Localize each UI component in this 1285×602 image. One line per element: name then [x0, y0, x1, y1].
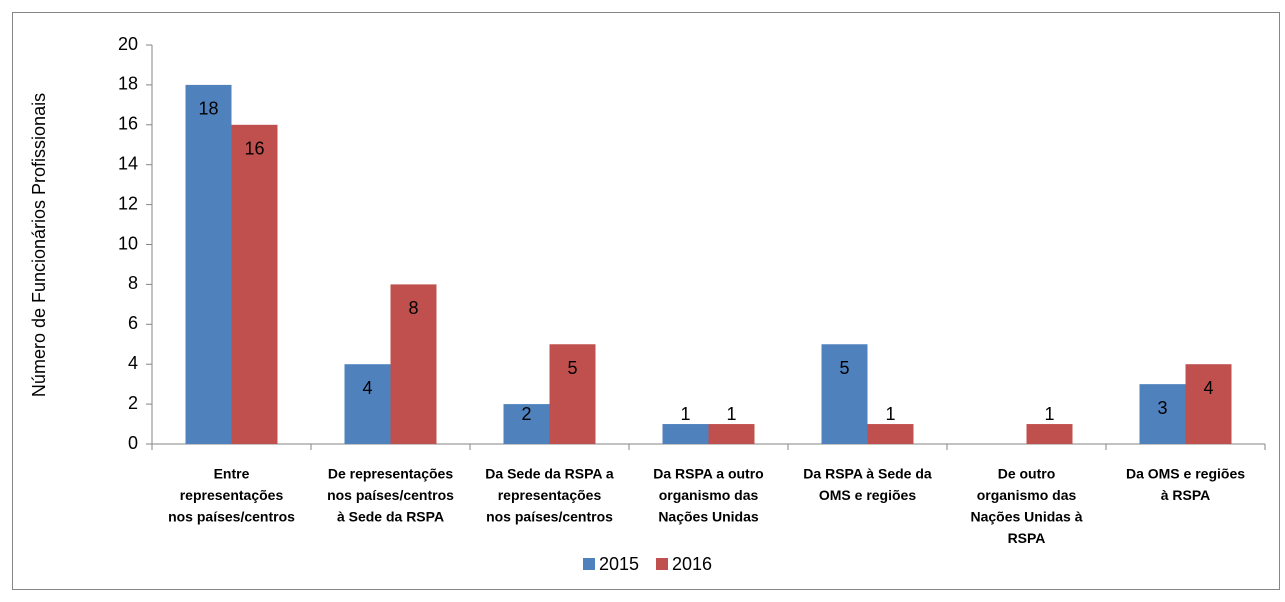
- bar: [185, 84, 232, 445]
- bar: [821, 344, 868, 444]
- y-tick-label: 16: [118, 114, 138, 134]
- x-tick-label: De outro: [998, 466, 1056, 482]
- x-tick-label: representações: [180, 487, 284, 503]
- value-label: 1: [885, 404, 895, 424]
- y-tick-label: 4: [128, 353, 138, 373]
- x-tick-label: De representações: [328, 466, 454, 482]
- y-tick-label: 8: [128, 273, 138, 293]
- x-tick-label: organismo das: [659, 487, 759, 503]
- legend-label: 2015: [599, 554, 639, 574]
- x-tick-label: Nações Unidas à: [970, 509, 1082, 525]
- x-tick-label: OMS e regiões: [819, 487, 916, 503]
- x-tick-label: nos países/centros: [327, 487, 454, 503]
- value-label: 8: [408, 298, 418, 318]
- bar: [231, 124, 278, 445]
- bar: [867, 424, 914, 444]
- bar: [390, 284, 437, 444]
- x-tick-label: RSPA: [1008, 530, 1046, 546]
- legend-label: 2016: [672, 554, 712, 574]
- legend-swatch: [656, 558, 668, 570]
- y-tick-label: 18: [118, 74, 138, 94]
- value-label: 5: [839, 358, 849, 378]
- y-tick-label: 6: [128, 313, 138, 333]
- x-tick-label: representações: [498, 487, 602, 503]
- bar: [1026, 424, 1073, 444]
- value-label: 1: [680, 404, 690, 424]
- value-label: 3: [1157, 398, 1167, 418]
- value-label: 16: [244, 139, 264, 159]
- bar: [1139, 384, 1186, 444]
- value-label: 4: [362, 378, 372, 398]
- x-tick-label: à Sede da RSPA: [337, 509, 444, 525]
- bar: [344, 364, 391, 444]
- y-tick-label: 20: [118, 34, 138, 54]
- x-tick-label: Da RSPA à Sede da: [803, 466, 932, 482]
- x-tick-label: à RSPA: [1161, 487, 1211, 503]
- value-label: 2: [521, 404, 531, 424]
- x-tick-label: Da Sede da RSPA a: [485, 466, 614, 482]
- x-tick-label: Nações Unidas: [658, 509, 759, 525]
- legend-swatch: [583, 558, 595, 570]
- y-tick-label: 2: [128, 393, 138, 413]
- bar: [549, 344, 596, 444]
- value-label: 5: [567, 358, 577, 378]
- x-tick-label: nos países/centros: [168, 509, 295, 525]
- y-tick-label: 14: [118, 153, 138, 173]
- x-tick-label: Entre: [214, 466, 250, 482]
- value-label: 1: [726, 404, 736, 424]
- y-tick-label: 12: [118, 193, 138, 213]
- x-tick-label: organismo das: [977, 487, 1077, 503]
- bar: [1185, 364, 1232, 444]
- bar: [662, 424, 709, 444]
- value-label: 1: [1044, 404, 1054, 424]
- bar: [708, 424, 755, 444]
- y-tick-label: 0: [128, 433, 138, 453]
- x-tick-label: Da OMS e regiões: [1126, 466, 1245, 482]
- value-label: 4: [1203, 378, 1213, 398]
- y-axis-label: Número de Funcionários Profissionais: [29, 93, 49, 397]
- value-label: 18: [198, 99, 218, 119]
- bar: [503, 404, 550, 444]
- x-tick-label: Da RSPA a outro: [653, 466, 763, 482]
- x-tick-label: nos países/centros: [486, 509, 613, 525]
- y-tick-label: 10: [118, 233, 138, 253]
